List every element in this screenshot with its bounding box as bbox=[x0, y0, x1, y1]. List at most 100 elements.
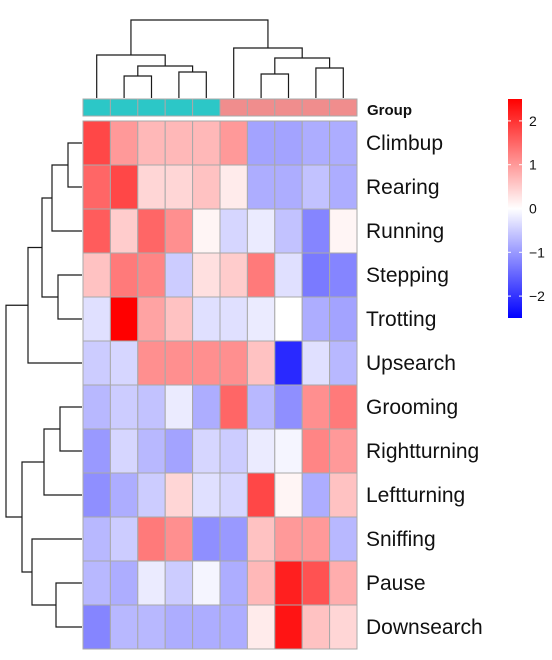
heatmap-cell bbox=[109, 340, 139, 386]
heatmap-cell bbox=[246, 252, 276, 298]
heatmap-cell bbox=[246, 472, 276, 518]
dendrogram-branch bbox=[274, 57, 331, 74]
heatmap-cell bbox=[192, 516, 221, 562]
dendrogram-branch bbox=[31, 538, 82, 606]
heatmap-cells bbox=[82, 120, 358, 650]
heatmap-cell bbox=[219, 208, 248, 254]
heatmap-cell bbox=[192, 472, 221, 518]
heatmap-cell bbox=[219, 472, 248, 518]
heatmap-cell bbox=[219, 120, 248, 166]
heatmap-cell bbox=[274, 428, 303, 474]
dendrogram-branch bbox=[233, 47, 303, 98]
heatmap-cell bbox=[192, 120, 221, 166]
group-cell bbox=[219, 98, 248, 117]
row-label: Stepping bbox=[366, 264, 449, 287]
dendrogram-branch bbox=[260, 73, 290, 98]
heatmap-cell bbox=[164, 384, 194, 430]
heatmap-cell bbox=[219, 604, 248, 650]
heatmap-cell bbox=[329, 516, 358, 562]
heatmap-cell bbox=[246, 296, 276, 342]
heatmap-cell bbox=[192, 252, 221, 298]
heatmap-cell bbox=[164, 164, 194, 210]
heatmap-cell bbox=[274, 120, 303, 166]
watermark-badge bbox=[455, 572, 527, 610]
heatmap-cell bbox=[137, 208, 166, 254]
row-label: Upsearch bbox=[366, 352, 456, 375]
heatmap-cell bbox=[82, 164, 111, 210]
heatmap-cell bbox=[192, 164, 221, 210]
heatmap-cell bbox=[137, 120, 166, 166]
heatmap-cell bbox=[109, 120, 139, 166]
group-cell bbox=[109, 98, 139, 117]
column-dendrogram bbox=[96, 19, 344, 98]
heatmap-cell bbox=[137, 604, 166, 650]
heatmap-cell bbox=[137, 384, 166, 430]
heatmap-cell bbox=[329, 472, 358, 518]
dendrogram-branch bbox=[67, 142, 82, 188]
heatmap-cell bbox=[82, 252, 111, 298]
dendrogram-branch bbox=[123, 75, 153, 98]
heatmap-cell bbox=[329, 252, 358, 298]
group-cell bbox=[192, 98, 221, 117]
heatmap-cell bbox=[274, 208, 303, 254]
heatmap-cell bbox=[109, 560, 139, 606]
heatmap-cell bbox=[301, 296, 331, 342]
row-label: Pause bbox=[366, 572, 426, 595]
heatmap-cell bbox=[109, 428, 139, 474]
heatmap-cell bbox=[219, 164, 248, 210]
heatmap-cell bbox=[301, 560, 331, 606]
row-labels: Climbup Rearing Running Stepping Trotting Ups… bbox=[366, 132, 483, 639]
heatmap-cell bbox=[274, 516, 303, 562]
heatmap-cell bbox=[137, 340, 166, 386]
dendrogram-branch bbox=[59, 406, 82, 452]
color-legend: 2 1 0 −1 −2 bbox=[508, 99, 545, 318]
heatmap-cell bbox=[164, 472, 194, 518]
heatmap-cell bbox=[329, 120, 358, 166]
heatmap-cell bbox=[164, 208, 194, 254]
heatmap-cell bbox=[301, 120, 331, 166]
heatmap-cell bbox=[82, 296, 111, 342]
heatmap-cell bbox=[246, 516, 276, 562]
heatmap-cell bbox=[164, 428, 194, 474]
heatmap-cell bbox=[82, 208, 111, 254]
heatmap-cell bbox=[274, 164, 303, 210]
row-label: Sniffing bbox=[366, 528, 436, 551]
dendrogram-branch bbox=[55, 582, 82, 628]
heatmap-cell bbox=[109, 164, 139, 210]
heatmap-cell bbox=[329, 604, 358, 650]
heatmap-cell bbox=[246, 604, 276, 650]
heatmap-cell bbox=[82, 604, 111, 650]
heatmap-cell bbox=[192, 604, 221, 650]
dendrogram-branch bbox=[315, 67, 344, 98]
heatmap-cell bbox=[219, 384, 248, 430]
row-dendrogram bbox=[5, 142, 82, 628]
row-label: Grooming bbox=[366, 396, 458, 419]
heatmap-cell bbox=[82, 472, 111, 518]
heatmap-cell bbox=[164, 296, 194, 342]
heatmap-cell bbox=[301, 472, 331, 518]
heatmap-cell bbox=[301, 252, 331, 298]
heatmap-cell bbox=[137, 516, 166, 562]
heatmap-cell bbox=[109, 472, 139, 518]
heatmap-cell bbox=[109, 384, 139, 430]
heatmap-cell bbox=[301, 604, 331, 650]
heatmap-cell bbox=[246, 560, 276, 606]
dendrogram-branch bbox=[5, 304, 28, 518]
legend-tick-label: 0 bbox=[529, 201, 537, 217]
heatmap-cell bbox=[109, 252, 139, 298]
legend-color-bar bbox=[508, 99, 522, 318]
heatmap-cell bbox=[301, 208, 331, 254]
heatmap-cell bbox=[164, 340, 194, 386]
row-label: Trotting bbox=[366, 308, 436, 331]
heatmap-cell bbox=[274, 384, 303, 430]
heatmap-cell bbox=[109, 208, 139, 254]
heatmap-cell bbox=[82, 428, 111, 474]
heatmap-cell bbox=[246, 428, 276, 474]
heatmap-cell bbox=[164, 604, 194, 650]
heatmap-cell bbox=[301, 516, 331, 562]
dendrogram-branch bbox=[137, 65, 194, 76]
heatmap-cell bbox=[192, 208, 221, 254]
group-cell bbox=[274, 98, 303, 117]
heatmap-cell bbox=[329, 340, 358, 386]
